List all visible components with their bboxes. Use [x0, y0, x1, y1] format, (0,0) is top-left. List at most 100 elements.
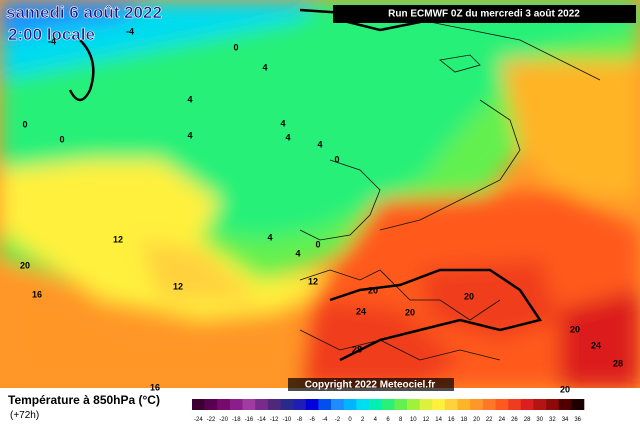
colorbar-tick-label: 36: [574, 417, 581, 423]
contour-label: 4: [187, 94, 192, 104]
colorbar-tick-label: 26: [511, 417, 518, 423]
color-swatch: [394, 399, 408, 410]
contour-label: 4: [285, 132, 290, 142]
colorbar-tick-label: 22: [486, 417, 493, 423]
colorbar-tick-label: 30: [536, 417, 543, 423]
colorbar-tick-label: -8: [297, 417, 303, 423]
colorbar-tick-label: 6: [386, 417, 390, 423]
colorbar-tick-label: 10: [410, 417, 417, 423]
colorbar-tick-label: -24: [194, 417, 203, 423]
contour-label: 28: [352, 344, 362, 354]
color-swatch: [204, 399, 218, 410]
contour-label: 4: [295, 248, 300, 258]
colorbar-tick-label: -12: [270, 417, 279, 423]
color-swatch: [331, 399, 345, 410]
contour-label: 20: [20, 260, 30, 270]
contour-label: 20: [560, 384, 570, 394]
color-swatch: [255, 399, 269, 410]
contour-label: 20: [570, 324, 580, 334]
color-swatch: [571, 399, 585, 410]
color-swatch: [229, 399, 243, 410]
contour-label: 0: [59, 134, 64, 144]
color-swatch: [546, 399, 560, 410]
contour-label: 20: [405, 307, 415, 317]
colorbar-tick-label: 8: [399, 417, 403, 423]
color-swatch: [508, 399, 522, 410]
colorbar-tick-label: -14: [257, 417, 266, 423]
colorbar-tick-label: -10: [283, 417, 292, 423]
colorbar-tick-label: 20: [473, 417, 480, 423]
map-title: samedi 6 août 2022: [6, 3, 162, 22]
contour-label: 28: [613, 358, 623, 368]
colorbar-tick-label: -16: [245, 417, 254, 423]
contour-label: 12: [173, 281, 183, 291]
color-swatch: [356, 399, 370, 410]
contour-label: 0: [233, 42, 238, 52]
colorbar-tick-label: -2: [335, 417, 341, 423]
contour-label: 0: [315, 239, 320, 249]
color-swatch: [520, 399, 534, 410]
run-info: Run ECMWF 0Z du mercredi 3 août 2022: [388, 9, 580, 20]
copyright: Copyright 2022 Meteociel.fr: [305, 380, 436, 391]
contour-label: 12: [308, 276, 318, 286]
color-swatch: [267, 399, 281, 410]
colorbar-tick-label: 14: [435, 417, 442, 423]
colorbar-tick-label: 4: [374, 417, 378, 423]
colorbar-tick-label: 18: [461, 417, 468, 423]
contour-label: 20: [464, 291, 474, 301]
color-swatch: [381, 399, 395, 410]
contour-label: 4: [267, 232, 272, 242]
contour-label: 0: [334, 154, 339, 164]
colorbar-tick-label: -18: [232, 417, 241, 423]
contour-label: 24: [356, 306, 366, 316]
contour-label: 4: [262, 62, 267, 72]
contour-label: 20: [368, 285, 378, 295]
colorbar: -24 -22 -20 -18 -16 -14 -12 -10 -8 -6 -4 -2 0 2 4 6 8 10 1…: [192, 399, 585, 423]
colorbar-tick-label: -20: [219, 417, 228, 423]
color-swatch: [242, 399, 256, 410]
contour-label: 24: [591, 340, 601, 350]
colorbar-tick-label: 16: [448, 417, 455, 423]
color-swatch: [280, 399, 294, 410]
contour-label: -4: [48, 36, 56, 46]
color-swatch: [293, 399, 307, 410]
contour-label: 16: [32, 289, 42, 299]
contour-label: 0: [22, 119, 27, 129]
color-swatch: [457, 399, 471, 410]
color-swatch: [533, 399, 547, 410]
color-swatch: [305, 399, 319, 410]
legend-subtitle: (+72h): [10, 410, 39, 421]
color-swatch: [558, 399, 572, 410]
contour-label: 16: [150, 382, 160, 392]
colorbar-tick-label: 24: [498, 417, 505, 423]
color-swatch: [470, 399, 484, 410]
contour-label: 4: [187, 130, 192, 140]
color-swatch: [318, 399, 332, 410]
contour-label: 12: [113, 234, 123, 244]
color-swatch: [192, 399, 205, 410]
contour-label: 4: [280, 118, 285, 128]
color-swatch: [217, 399, 231, 410]
colorbar-tick-label: 12: [423, 417, 430, 423]
colorbar-tick-label: 28: [524, 417, 531, 423]
colorbar-tick-label: 32: [549, 417, 556, 423]
color-swatch: [444, 399, 458, 410]
colorbar-tick-label: 0: [348, 417, 352, 423]
colorbar-tick-label: -6: [309, 417, 315, 423]
color-swatch: [432, 399, 446, 410]
color-swatch: [482, 399, 496, 410]
contour-label: -4: [126, 26, 134, 36]
colorbar-tick-label: -22: [207, 417, 216, 423]
contour-label: 4: [317, 139, 322, 149]
color-swatch: [406, 399, 420, 410]
color-swatch: [495, 399, 509, 410]
legend-title: Température à 850hPa (°C): [8, 393, 160, 407]
contour-labels: -4 -4 0 4 4 4 0 0 4 4 4 0 4 4 0 12 20 16…: [20, 26, 623, 394]
color-swatch: [419, 399, 433, 410]
colorbar-tick-label: 2: [361, 417, 365, 423]
color-swatch: [369, 399, 382, 410]
map-subtitle: 2:00 locale: [8, 25, 95, 44]
color-swatch: [343, 399, 357, 410]
